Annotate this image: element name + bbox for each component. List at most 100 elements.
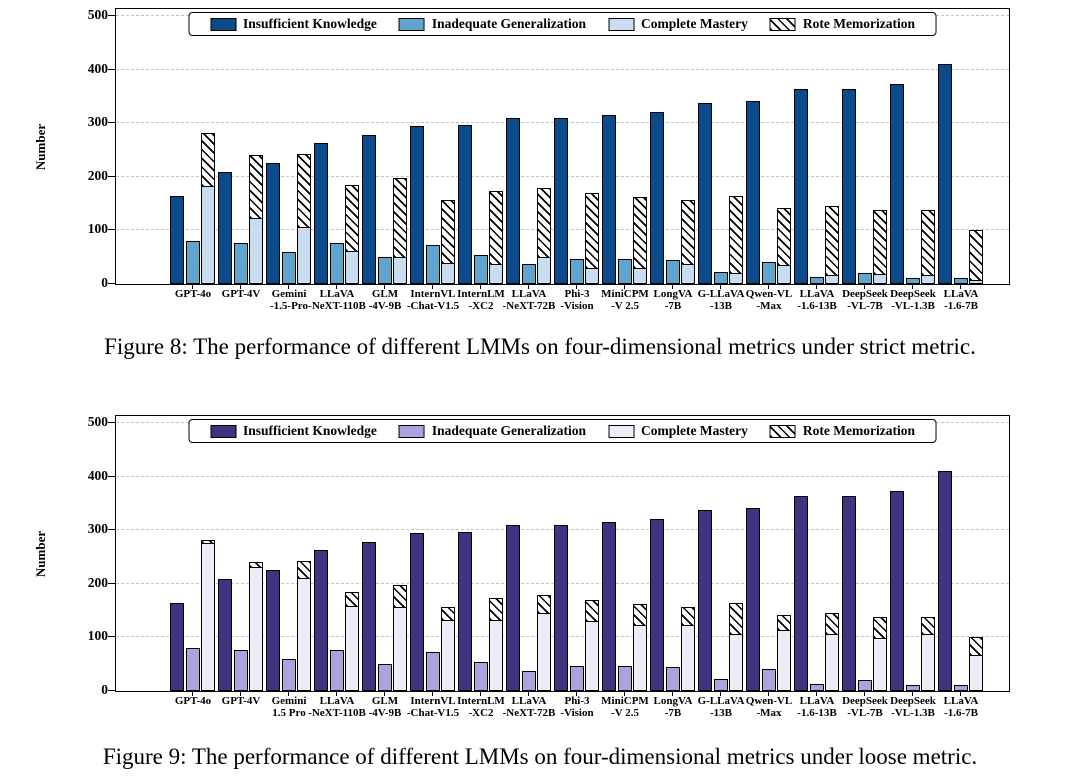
insufficient-knowledge-bar [218, 171, 233, 284]
legend-item-inadequate-generalization: Inadequate Generalization [398, 16, 586, 32]
x-tick-label-line2: -13B [710, 706, 732, 719]
rote-memorization-bar [536, 187, 551, 259]
x-tick-label: InternVL -Chat-V1.5 [385, 288, 481, 312]
x-tick-label-line1: InternLM [457, 695, 505, 707]
complete-mastery-bar [440, 619, 455, 691]
insufficient-knowledge-swatch [210, 17, 237, 31]
x-tick-label-line1: Qwen-VL [745, 288, 793, 300]
x-tick-label-line2: -7B [664, 299, 682, 312]
bar-group [362, 9, 408, 284]
x-tick-label-line2: -VL-1.3B [891, 299, 935, 312]
inadequate-generalization-bar [953, 684, 968, 691]
rote-memorization-bar [920, 617, 935, 635]
inadequate-generalization-bar [713, 679, 728, 691]
inadequate-generalization-bar [617, 666, 632, 691]
insufficient-knowledge-bar [698, 103, 713, 284]
inadequate-generalization-bar [521, 671, 536, 691]
complete-mastery-bar [392, 256, 407, 284]
insufficient-knowledge-bar [554, 118, 569, 284]
rote-memorization-bar [488, 597, 503, 621]
y-axis-tick [108, 122, 116, 124]
x-tick-label: Phi-3 -Vision [529, 288, 625, 312]
legend-label: Rote Memorization [802, 423, 915, 438]
figure-9-caption: Figure 9: The performance of different L… [102, 744, 978, 769]
rote-memorization-bar [440, 199, 455, 264]
inadequate-generalization-bar [713, 272, 728, 284]
legend-item-insufficient-knowledge: Insufficient Knowledge [210, 423, 377, 439]
legend-item-complete-mastery: Complete Mastery [608, 423, 748, 439]
x-tick-label-line2: -VL-7B [847, 299, 883, 312]
y-tick-label: 300 [87, 521, 108, 537]
inadequate-generalization-bar [425, 245, 440, 284]
x-tick-label: LLaVA -1.6-13B [769, 288, 865, 312]
legend-item-inadequate-generalization: Inadequate Generalization [398, 423, 586, 439]
rote-memorization-bar [248, 561, 263, 569]
x-tick-label-line1: LLaVA [943, 288, 979, 300]
x-tick-label-line2: 1.5 Pro [272, 706, 306, 719]
bar-group [890, 9, 936, 284]
complete-mastery-bar [536, 612, 551, 691]
x-tick-label-line2: -7B [664, 706, 682, 719]
bar-group [314, 9, 360, 284]
bar-group [218, 9, 264, 284]
x-tick-label-line1: GPT-4V [221, 695, 261, 707]
x-tick-label-line1: Gemini [271, 695, 307, 707]
y-tick-label: 500 [87, 7, 108, 22]
rote-memorization-bar [296, 561, 311, 579]
legend-item-complete-mastery: Complete Mastery [608, 16, 748, 32]
complete-mastery-bar [536, 256, 551, 284]
complete-mastery-bar [632, 624, 647, 691]
x-tick-label: InternVL -Chat-V1.5 [385, 695, 481, 719]
insufficient-knowledge-bar [410, 125, 425, 284]
x-tick-label-line2: -NeXT-110B [308, 299, 366, 312]
inadequate-generalization-bar [377, 257, 392, 284]
x-tick-label: Qwen-VL -Max [721, 695, 817, 719]
y-axis-tick [108, 690, 116, 691]
x-axis-tick [240, 691, 241, 696]
rote-memorization-bar [680, 199, 695, 266]
insufficient-knowledge-bar [938, 63, 953, 284]
rote-memorization-bar [392, 585, 407, 608]
complete-mastery-bar [632, 267, 647, 284]
complete-mastery-bar [920, 633, 935, 691]
bar-group [746, 9, 792, 284]
complete-mastery-bar [344, 605, 359, 691]
x-tick-label: DeepSeek -VL-7B [817, 288, 913, 312]
bar-group [170, 416, 216, 691]
inadequate-generalization-bar [281, 659, 296, 691]
inadequate-generalization-bar [905, 684, 920, 691]
complete-mastery-bar [680, 624, 695, 691]
complete-mastery-bar [392, 606, 407, 691]
complete-mastery-bar [440, 262, 455, 284]
bar-group [650, 9, 696, 284]
x-tick-label-line2: -V 2.5 [611, 706, 639, 719]
x-axis-tick [624, 284, 625, 289]
x-tick-label: LongVA -7B [625, 288, 721, 312]
x-tick-label-line1: LLaVA [511, 288, 547, 300]
x-axis-tick [336, 284, 337, 289]
rote-memorization-bar [728, 602, 743, 636]
x-tick-label-line1: DeepSeek [890, 695, 936, 707]
complete-mastery-bar [728, 272, 743, 284]
rote-memorization-bar [968, 636, 983, 657]
bar-group [842, 9, 888, 284]
insufficient-knowledge-bar [266, 570, 281, 691]
inadequate-generalization-bar [809, 276, 824, 284]
x-tick-label-line1: Phi-3 [564, 288, 590, 300]
x-tick-label-line1: GLM [371, 695, 399, 707]
x-axis-tick [672, 284, 673, 289]
y-axis-label: Number [24, 9, 58, 284]
x-tick-label-line1: Qwen-VL [745, 695, 793, 707]
x-axis-tick [912, 284, 913, 289]
inadequate-generalization-bar [569, 258, 584, 284]
x-tick-label-line2: -NeXT-72B [502, 299, 556, 312]
x-tick-label-line2: -1.5-Pro [270, 299, 308, 312]
insufficient-knowledge-bar [794, 496, 809, 691]
x-tick-label: LLaVA -NeXT-72B [481, 288, 577, 312]
complete-mastery-bar [776, 264, 791, 284]
rote-memorization-bar [344, 591, 359, 607]
x-tick-label: GPT-4o [145, 695, 241, 708]
inadequate-generalization-bar [473, 254, 488, 284]
y-tick-label: 500 [87, 414, 108, 429]
y-axis-tick [108, 283, 116, 284]
